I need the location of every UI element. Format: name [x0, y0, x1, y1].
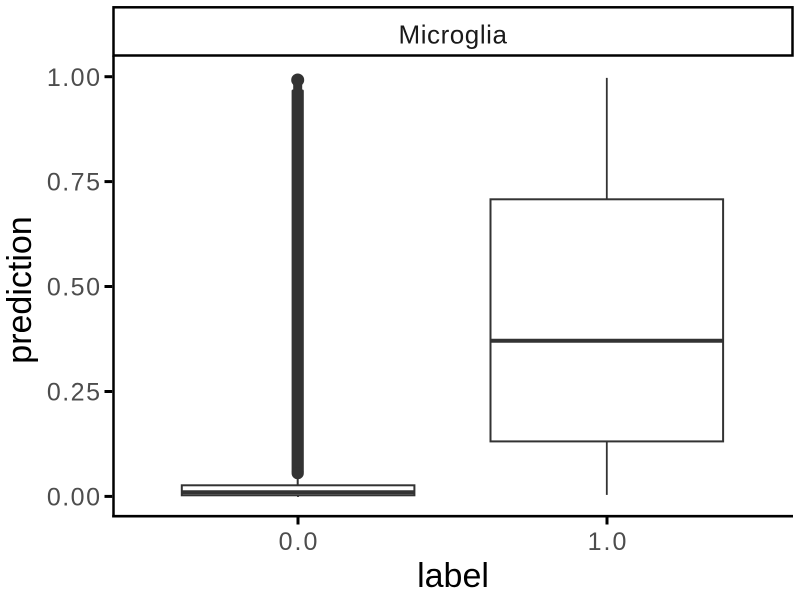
svg-text:1.0: 1.0 [588, 528, 629, 556]
svg-text:0.0: 0.0 [279, 528, 320, 556]
svg-text:0.75: 0.75 [47, 169, 102, 197]
svg-text:prediction: prediction [1, 216, 39, 363]
svg-text:0.00: 0.00 [47, 484, 102, 512]
svg-text:0.25: 0.25 [47, 379, 102, 407]
svg-text:0.50: 0.50 [47, 274, 102, 302]
svg-text:label: label [417, 557, 489, 595]
svg-text:Microglia: Microglia [399, 20, 508, 50]
svg-text:1.00: 1.00 [47, 64, 102, 92]
